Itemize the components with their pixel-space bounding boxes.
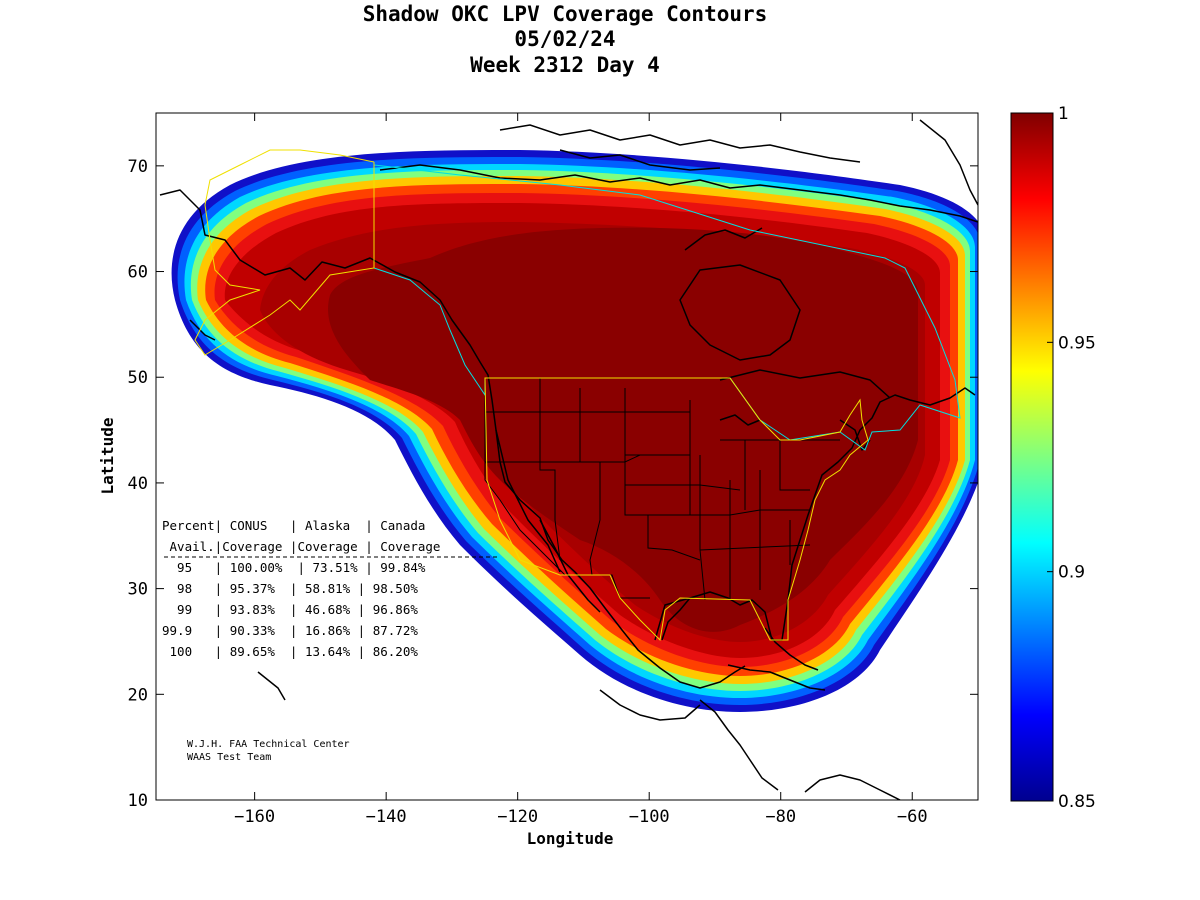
coastlines (159, 119, 978, 800)
x-tick-label: −120 (497, 807, 538, 827)
colorbar-tick-label: 0.95 (1058, 333, 1096, 353)
colorbar (1010, 112, 1054, 802)
y-axis-title: Latitude (98, 417, 117, 494)
table-header-2: Avail.|Coverage |Coverage | Coverage (162, 539, 440, 554)
colorbar-tick-label: 1 (1058, 104, 1069, 124)
coverage-table: Percent| CONUS | Alaska | Canada Avail.|… (162, 518, 500, 659)
x-axis-ticks: −160 −140 −120 −100 −80 −60 (234, 113, 928, 827)
plot-frame (155, 112, 979, 801)
colorbar-tick-label: 0.9 (1058, 563, 1085, 583)
x-tick-label: −160 (234, 807, 275, 827)
table-row: 99 | 93.83% | 46.68% | 96.86% (162, 602, 418, 617)
y-tick-label: 20 (128, 685, 148, 705)
table-row: 95 | 100.00% | 73.51% | 99.84% (162, 560, 426, 575)
chart-date: 05/02/24 (514, 27, 616, 51)
coverage-contours (171, 150, 978, 712)
x-tick-label: −60 (897, 807, 928, 827)
y-tick-label: 10 (128, 791, 148, 811)
chart-title: Shadow OKC LPV Coverage Contours (362, 2, 768, 26)
x-tick-label: −100 (629, 807, 670, 827)
y-tick-label: 60 (128, 263, 148, 283)
table-row: 98 | 95.37% | 58.81% | 98.50% (162, 581, 418, 596)
credit-line-2: WAAS Test Team (187, 752, 271, 763)
region-outlines (194, 149, 961, 642)
y-tick-label: 50 (128, 368, 148, 388)
x-tick-label: −80 (765, 807, 796, 827)
table-row: 99.9 | 90.33% | 16.86% | 87.72% (162, 623, 418, 638)
y-axis-ticks: 10 20 30 40 50 60 70 (128, 157, 978, 811)
chart-week-day: Week 2312 Day 4 (470, 53, 660, 77)
table-header-1: Percent| CONUS | Alaska | Canada (162, 518, 425, 533)
colorbar-ticks: 1 0.95 0.9 0.85 (1047, 104, 1096, 812)
colorbar-tick-label: 0.85 (1058, 792, 1096, 812)
y-tick-label: 70 (128, 157, 148, 177)
credit-line-1: W.J.H. FAA Technical Center (187, 739, 350, 750)
x-tick-label: −140 (366, 807, 407, 827)
state-borders (484, 378, 840, 601)
table-row: 100 | 89.65% | 13.64% | 86.20% (162, 644, 418, 659)
y-tick-label: 30 (128, 580, 148, 600)
x-axis-title: Longitude (527, 829, 614, 848)
y-tick-label: 40 (128, 474, 148, 494)
